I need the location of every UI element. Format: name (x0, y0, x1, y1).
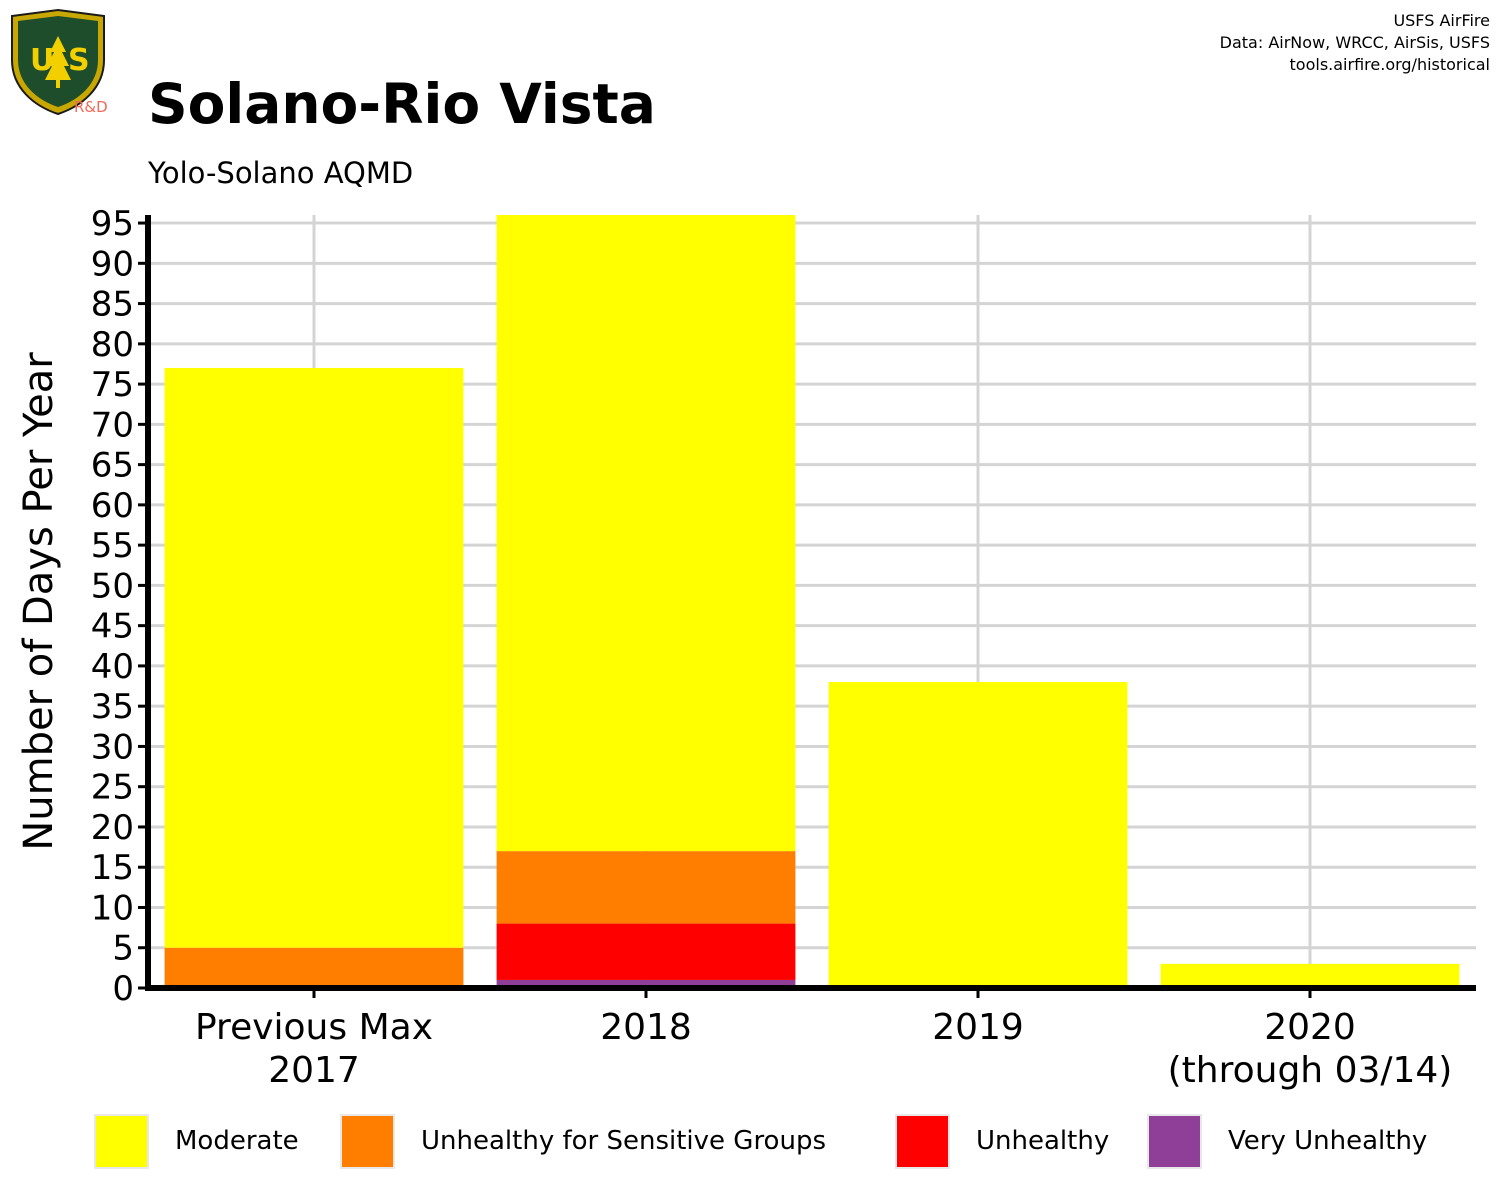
y-tick-label: 85 (91, 285, 134, 325)
y-tick-label: 50 (91, 566, 134, 606)
bar-moderate (1160, 963, 1460, 988)
y-tick-label: 5 (112, 929, 134, 969)
legend-label: Unhealthy for Sensitive Groups (421, 1126, 826, 1156)
y-tick-label: 15 (91, 848, 134, 888)
bar-moderate (164, 367, 464, 948)
credit-line: tools.airfire.org/historical (1289, 55, 1490, 74)
legend-label: Unhealthy (976, 1126, 1110, 1156)
axes-layer (138, 215, 1476, 998)
legend: Moderate Unhealthy for Sensitive Groups Un… (0, 1108, 1500, 1174)
credits: USFS AirFire Data: AirNow, WRCC, AirSis,… (1220, 10, 1490, 76)
bar-unhealthy-for-sensitive-groups (164, 947, 464, 988)
y-axis-label: Number of Days Per Year (16, 352, 62, 851)
credit-line: Data: AirNow, WRCC, AirSis, USFS (1219, 33, 1490, 52)
legend-item: Moderate (94, 1108, 299, 1174)
y-tick-label: 40 (91, 647, 134, 687)
bar-unhealthy-for-sensitive-groups (496, 851, 796, 924)
legend-label: Very Unhealthy (1228, 1126, 1428, 1156)
y-tick-label: 10 (91, 888, 134, 928)
bar-very-unhealthy (496, 979, 796, 988)
y-tick-label: 90 (91, 244, 134, 284)
x-tick-label: 2018 (600, 1007, 692, 1048)
y-tick-label: 95 (91, 204, 134, 244)
y-tick-label: 80 (91, 325, 134, 365)
y-tick-label: 75 (91, 365, 134, 405)
legend-swatch (94, 1113, 149, 1169)
y-tick-label: 0 (112, 969, 134, 1009)
legend-swatch (340, 1113, 395, 1169)
x-tick-label: 2020 (through 03/14) (1168, 1007, 1453, 1091)
chart-subtitle: Yolo-Solano AQMD (148, 156, 414, 190)
bars-layer (164, 215, 1460, 988)
legend-label: Moderate (175, 1126, 299, 1156)
y-tick-label: 70 (91, 405, 134, 445)
bar-moderate (828, 682, 1128, 988)
bar-unhealthy (496, 923, 796, 980)
legend-swatch (1147, 1113, 1202, 1169)
y-tick-label: 20 (91, 808, 134, 848)
legend-swatch (895, 1113, 950, 1169)
usfs-logo: U S (11, 8, 105, 116)
y-tick-label: 55 (91, 526, 134, 566)
legend-item: Unhealthy (895, 1108, 1109, 1174)
x-tick-label: 2019 (932, 1007, 1024, 1048)
chart-title: Solano-Rio Vista (148, 72, 656, 136)
logo-sublabel: R&D (74, 98, 108, 116)
y-tick-label: 25 (91, 768, 134, 808)
x-tick-label: Previous Max 2017 (195, 1007, 433, 1091)
credit-line: USFS AirFire (1393, 11, 1490, 30)
y-tick-label: 35 (91, 687, 134, 727)
y-tick-label: 30 (91, 727, 134, 767)
y-tick-label: 60 (91, 486, 134, 526)
bar-moderate (496, 215, 796, 852)
legend-item: Very Unhealthy (1147, 1108, 1427, 1174)
legend-item: Unhealthy for Sensitive Groups (340, 1108, 826, 1174)
y-tick-label: 65 (91, 446, 134, 486)
svg-text:S: S (68, 43, 90, 78)
y-tick-label: 45 (91, 607, 134, 647)
